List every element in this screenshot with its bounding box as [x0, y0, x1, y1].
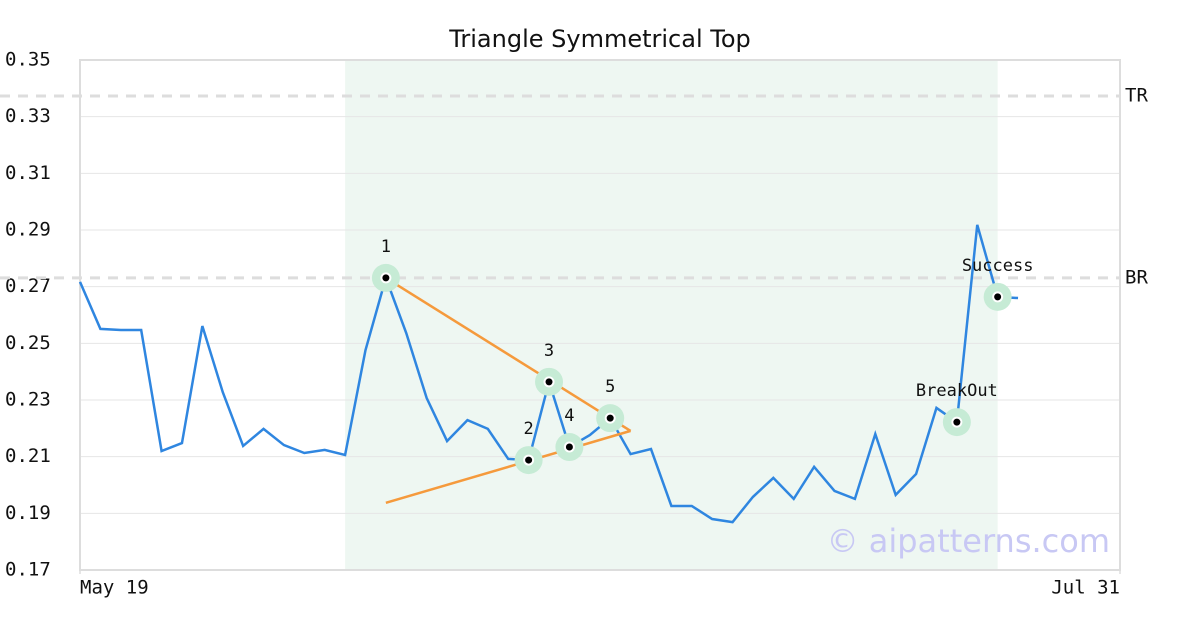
y-tick-label: 0.33 [5, 105, 51, 127]
level-label: TR [1125, 84, 1148, 106]
y-tick-label: 0.23 [5, 389, 51, 411]
trendline [385, 429, 631, 505]
pattern-point [604, 412, 616, 424]
x-tick-label: May 19 [80, 577, 149, 599]
plot-frame [79, 59, 1121, 571]
x-tick-label: Jul 31 [1051, 577, 1120, 599]
y-tick-label: 0.19 [5, 502, 51, 524]
y-tick-label: 0.25 [5, 332, 51, 354]
y-tick-label: 0.17 [5, 559, 51, 581]
highlight-region [345, 60, 998, 570]
point-label: 1 [381, 237, 391, 257]
y-tick-label: 0.31 [5, 162, 51, 184]
point-label: 3 [544, 341, 554, 361]
point-label: 4 [564, 406, 574, 426]
y-tick-label: 0.27 [5, 275, 51, 297]
y-tick-label: 0.29 [5, 219, 51, 241]
point-label: Success [962, 256, 1034, 276]
y-tick-label: 0.35 [5, 49, 51, 71]
point-label: 2 [524, 419, 534, 439]
pattern-point [380, 272, 392, 284]
pattern-point [523, 454, 535, 466]
y-tick-label: 0.21 [5, 445, 51, 467]
watermark: © aipatterns.com [827, 522, 1110, 560]
chart-title: Triangle Symmetrical Top [448, 25, 751, 53]
pattern-point [992, 291, 1004, 303]
point-label: 5 [605, 377, 615, 397]
pattern-point [563, 441, 575, 453]
level-label: BR [1125, 266, 1148, 288]
pattern-point [951, 416, 963, 428]
pattern-point [543, 376, 555, 388]
trendline [385, 276, 632, 432]
point-label: BreakOut [916, 381, 998, 401]
